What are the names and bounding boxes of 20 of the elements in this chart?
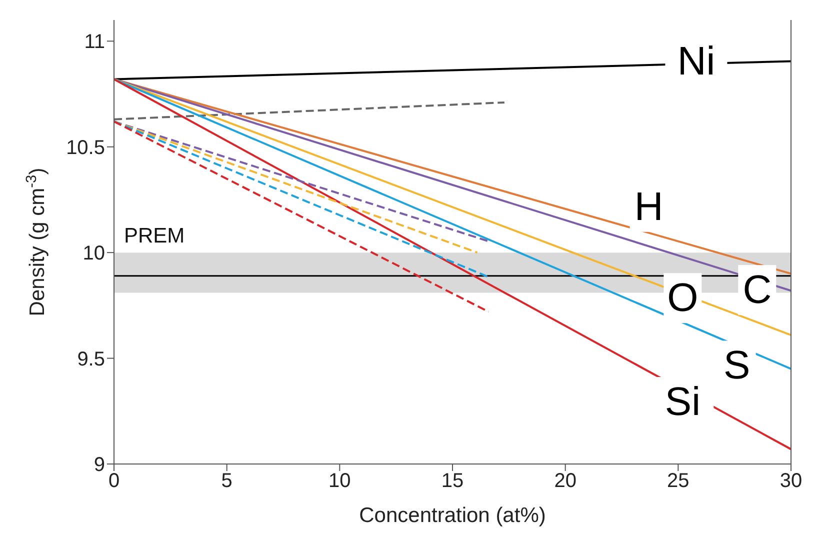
y-tick-label: 9.5 [77,348,105,370]
series-label: H [634,184,664,229]
x-tick-label: 10 [328,470,351,492]
series-label: S [723,344,750,388]
series-label: Si [664,380,700,424]
x-axis-title: Concentration (at%) [359,504,546,527]
series-label: O [667,276,698,320]
y-tick-label: 10 [82,242,105,265]
x-tick-label: 30 [780,470,802,492]
y-tick-label: 11 [84,31,105,54]
x-tick-label: 5 [221,470,232,492]
y-tick-label: 10.5 [66,136,105,159]
x-tick-label: 15 [441,470,464,492]
series-label: C [742,268,772,312]
y-tick-label: 9 [94,454,105,476]
band-label: PREM [124,224,185,248]
series-label: Ni [677,40,716,84]
x-tick-label: 25 [667,470,690,492]
x-tick-label: 0 [108,470,120,492]
x-tick-label: 20 [554,470,576,492]
